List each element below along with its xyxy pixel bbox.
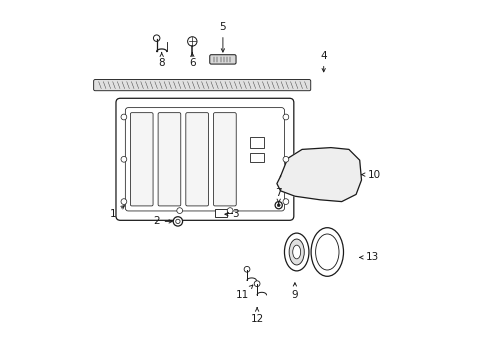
Circle shape	[244, 266, 249, 272]
Text: 4: 4	[320, 51, 326, 72]
FancyBboxPatch shape	[249, 137, 264, 148]
Text: 12: 12	[250, 308, 263, 324]
FancyBboxPatch shape	[116, 98, 293, 220]
Circle shape	[283, 156, 288, 162]
Text: 11: 11	[236, 285, 252, 300]
Circle shape	[121, 156, 126, 162]
FancyBboxPatch shape	[213, 113, 236, 206]
FancyBboxPatch shape	[185, 113, 208, 206]
Ellipse shape	[284, 233, 308, 271]
Circle shape	[173, 217, 182, 226]
FancyBboxPatch shape	[249, 153, 264, 162]
Circle shape	[153, 35, 160, 41]
FancyBboxPatch shape	[130, 113, 153, 206]
Text: 10: 10	[361, 170, 380, 180]
Text: 6: 6	[188, 53, 195, 68]
Circle shape	[275, 202, 282, 209]
Ellipse shape	[288, 239, 304, 265]
Circle shape	[187, 37, 197, 46]
Circle shape	[121, 114, 126, 120]
Ellipse shape	[310, 228, 343, 276]
Text: 5: 5	[219, 22, 226, 52]
FancyBboxPatch shape	[209, 55, 236, 64]
Text: 13: 13	[359, 252, 378, 262]
Text: 1: 1	[110, 206, 124, 219]
Circle shape	[121, 199, 126, 204]
FancyBboxPatch shape	[215, 209, 226, 217]
Circle shape	[283, 199, 288, 204]
Text: 8: 8	[158, 53, 164, 68]
Text: 7: 7	[275, 188, 282, 203]
Ellipse shape	[315, 234, 338, 270]
Circle shape	[277, 204, 280, 207]
FancyBboxPatch shape	[125, 108, 284, 211]
Ellipse shape	[292, 245, 300, 259]
Circle shape	[227, 208, 232, 213]
Text: 2: 2	[153, 216, 172, 226]
Circle shape	[283, 114, 288, 120]
FancyBboxPatch shape	[158, 113, 181, 206]
Text: 9: 9	[291, 283, 298, 300]
Polygon shape	[276, 148, 361, 202]
FancyBboxPatch shape	[94, 80, 310, 91]
Circle shape	[175, 219, 180, 224]
Circle shape	[254, 281, 260, 287]
Text: 3: 3	[224, 209, 238, 219]
Circle shape	[177, 208, 182, 213]
